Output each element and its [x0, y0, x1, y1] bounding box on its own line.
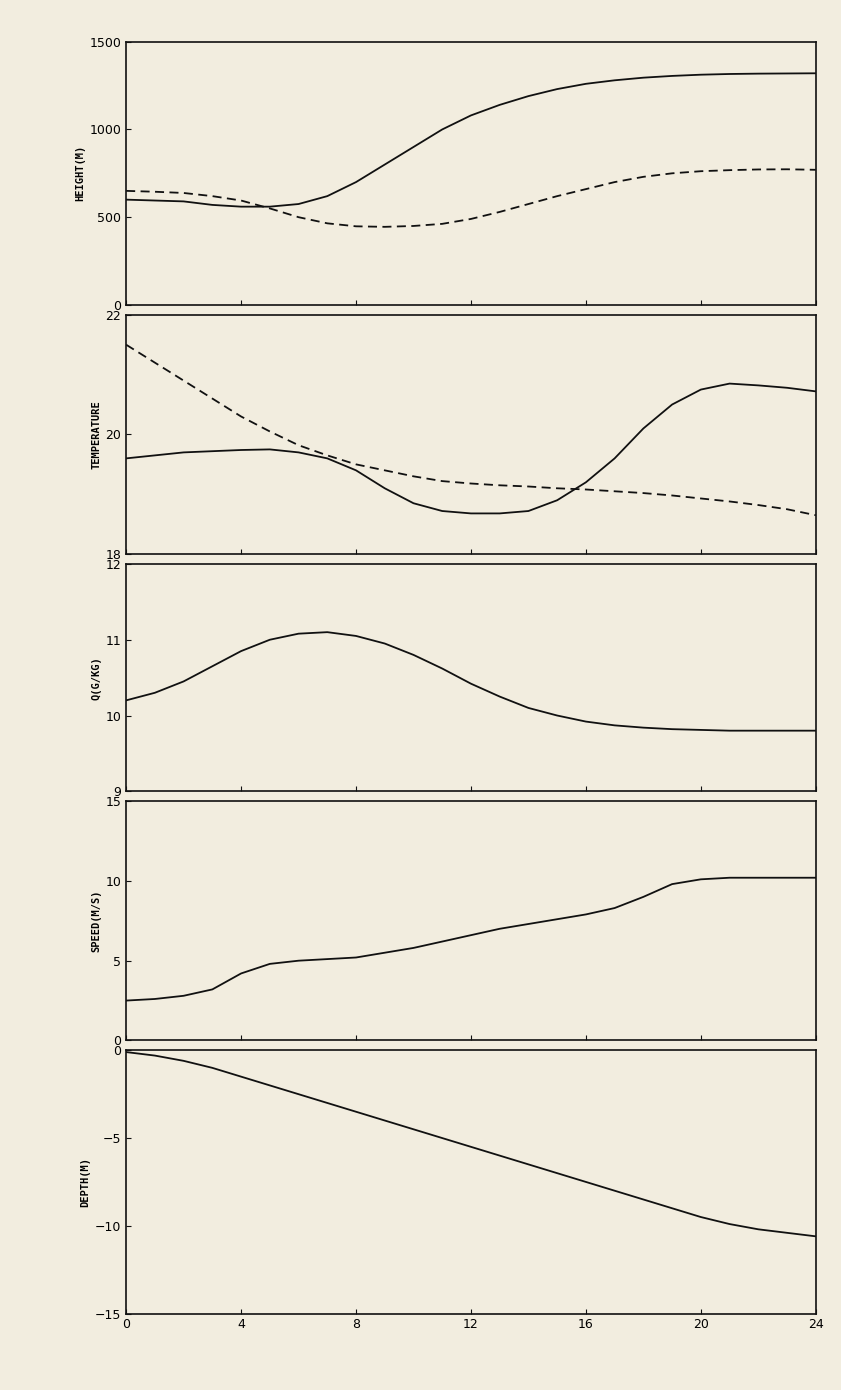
- Y-axis label: TEMPERATURE: TEMPERATURE: [91, 400, 101, 468]
- Y-axis label: DEPTH(M): DEPTH(M): [81, 1156, 91, 1207]
- Y-axis label: Q(G/KG): Q(G/KG): [91, 656, 101, 699]
- Y-axis label: HEIGHT(M): HEIGHT(M): [75, 145, 85, 202]
- Y-axis label: SPEED(M/S): SPEED(M/S): [91, 890, 101, 952]
